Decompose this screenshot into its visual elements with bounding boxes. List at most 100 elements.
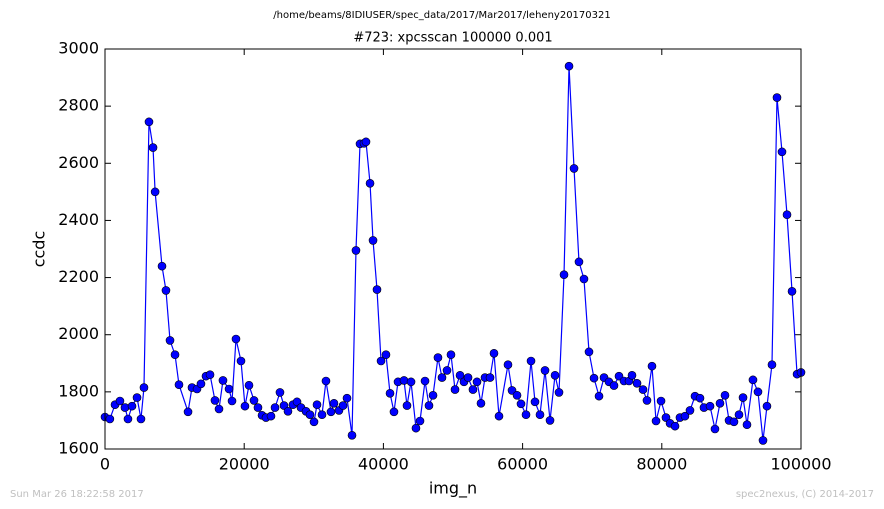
data-point [342,393,352,403]
data-point [526,356,536,366]
plot-frame [104,48,802,450]
data-point [627,370,637,380]
data-point [632,378,642,388]
data-point [777,147,787,157]
data-point [150,187,160,197]
data-point [174,380,184,390]
credit: spec2nexus, (C) 2014-2017 [736,489,874,500]
data-point [545,416,555,425]
data-point [338,401,348,410]
data-point [433,353,443,362]
x-tick-label: 0 [100,455,110,474]
data-point [670,421,680,431]
data-point [214,404,224,414]
data-point [642,396,652,405]
data-point [372,285,382,294]
data-point [787,286,797,296]
data-point [589,373,599,383]
data-point [170,350,180,360]
data-point [224,384,234,394]
data-point [157,261,167,271]
data-point [569,164,579,173]
data-point [365,178,375,188]
data-point [253,403,263,412]
data-point [530,397,540,407]
data-point [144,117,154,127]
data-point [205,370,215,380]
data-point [656,396,666,406]
data-point [218,376,228,385]
suptitle: /home/beams/8IDIUSER/spec_data/2017/Mar2… [273,10,610,21]
y-tick-label: 1800 [58,381,99,400]
data-point [411,423,421,433]
data-point [651,416,661,426]
data-point [227,396,237,406]
data-point [127,401,137,411]
data-point [710,424,720,434]
data-point [455,370,465,380]
data-point [240,401,250,411]
y-tick-label: 2600 [58,153,99,172]
data-point [249,396,259,405]
x-tick-label: 20000 [219,455,270,474]
data-point [183,407,193,417]
timestamp: Sun Mar 26 18:22:58 2017 [10,489,144,500]
x-tick-label: 100000 [770,455,831,474]
data-point [361,137,371,147]
data-point [720,390,730,400]
data-point [734,410,744,420]
data-point [468,385,478,394]
data-point [139,383,149,392]
y-tick-label: 3000 [58,39,99,58]
x-tick-label: 60000 [497,455,548,474]
y-tick-label: 2800 [58,96,99,115]
data-point [351,246,361,255]
data-point [376,356,386,366]
data-point [385,388,395,398]
data-point [753,387,763,397]
data-point [516,399,526,409]
data-point [148,143,158,152]
data-point [564,61,574,71]
data-point [266,411,276,421]
data-point [406,377,416,387]
data-point [463,373,473,382]
x-tick-label: 40000 [358,455,409,474]
data-point [584,347,594,357]
data-point [270,403,280,412]
data-point [442,366,452,375]
data-point [485,373,495,382]
data-point [758,436,768,445]
data-point [446,350,456,360]
data-point [748,375,758,385]
data-point [685,406,695,415]
data-point [132,393,142,402]
data-point [105,414,115,424]
data-point [579,274,589,284]
data-point [329,398,339,408]
data-point [231,334,241,344]
data-point [399,376,409,385]
data-point [680,411,690,421]
data-point [368,236,378,245]
data-point [489,348,499,358]
data-point [120,403,130,412]
data-point [305,410,315,420]
data-point [594,391,604,401]
data-point [402,401,412,410]
data-line [104,66,802,441]
data-point [312,400,322,410]
data-point [742,420,752,430]
data-point [326,407,336,417]
y-tick-label: 1600 [58,439,99,458]
data-point [123,414,133,424]
data-point [161,286,171,295]
data-point [115,396,125,406]
data-point [476,398,486,408]
data-point [772,93,782,102]
data-point [424,401,434,410]
data-point [609,381,619,390]
data-point [236,356,246,366]
data-point [540,366,550,375]
data-point [574,257,584,267]
